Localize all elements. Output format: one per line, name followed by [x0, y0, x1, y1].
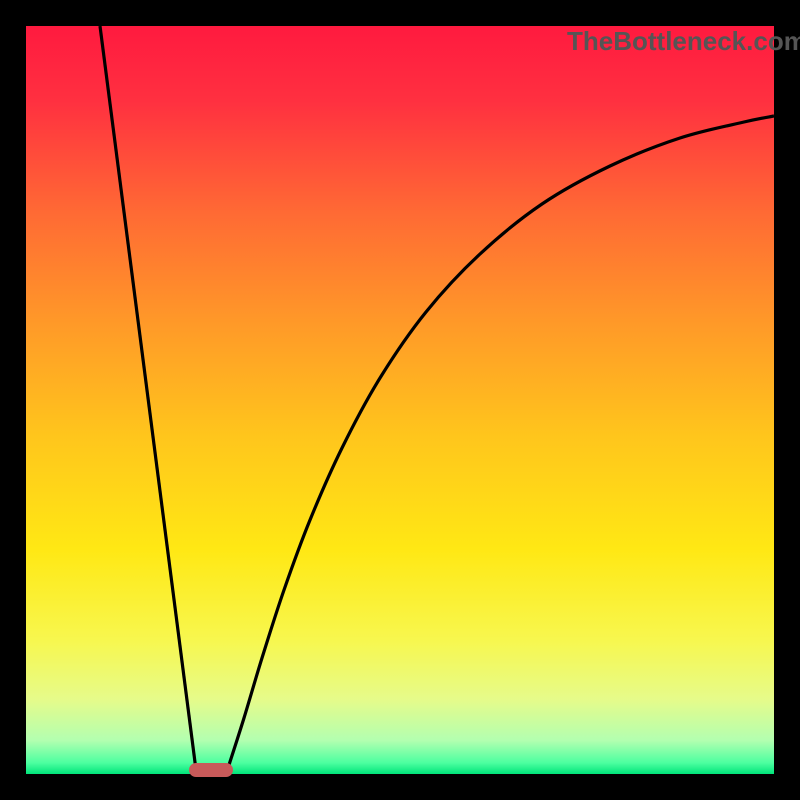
plot-area: TheBottleneck.com [26, 26, 774, 774]
figure-root: TheBottleneck.com [0, 0, 800, 800]
attribution-label: TheBottleneck.com [567, 26, 800, 57]
curve-layer [26, 26, 774, 774]
bottleneck-marker [189, 763, 233, 777]
curve-left-line [100, 26, 196, 770]
curve-right-arc [228, 116, 774, 768]
